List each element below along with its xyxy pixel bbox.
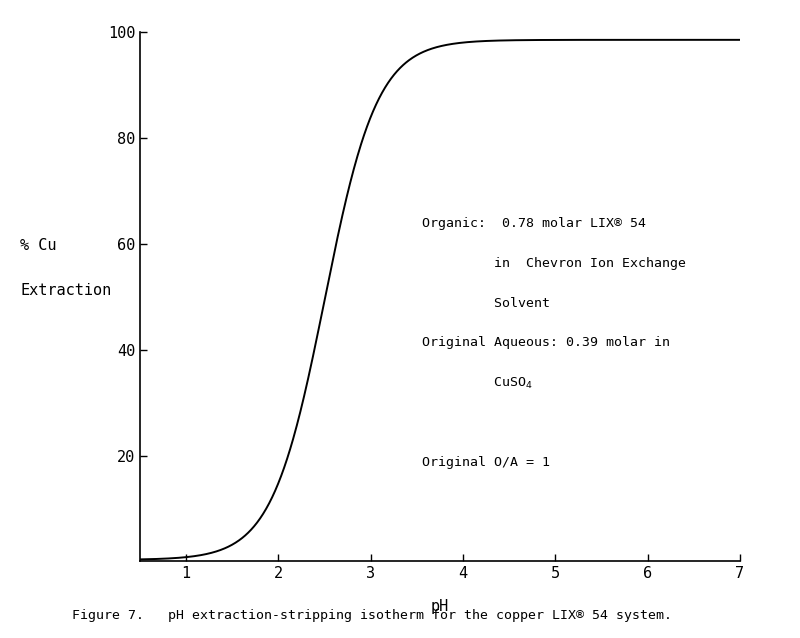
Text: in  Chevron Ion Exchange: in Chevron Ion Exchange (422, 257, 686, 270)
Text: Original Aqueous: 0.39 molar in: Original Aqueous: 0.39 molar in (422, 336, 670, 350)
Text: Solvent: Solvent (422, 297, 550, 309)
Text: Original O/A = 1: Original O/A = 1 (422, 456, 550, 468)
Text: Extraction: Extraction (20, 283, 111, 298)
Text: CuSO$_4$: CuSO$_4$ (422, 376, 533, 391)
Text: Figure 7.   pH extraction-stripping isotherm for the copper LIX® 54 system.: Figure 7. pH extraction-stripping isothe… (72, 609, 672, 622)
Text: Organic:  0.78 molar LIX® 54: Organic: 0.78 molar LIX® 54 (422, 217, 646, 230)
Text: % Cu: % Cu (20, 238, 57, 253)
X-axis label: pH: pH (431, 598, 449, 614)
